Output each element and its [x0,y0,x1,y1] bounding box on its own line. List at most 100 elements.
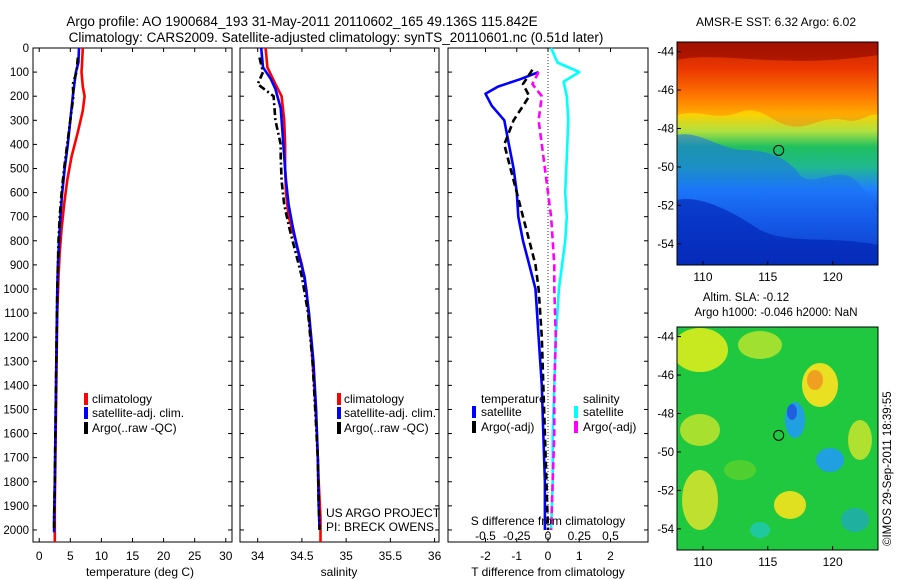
map-x-tick-label: 110 [693,270,712,284]
map-y-tick-label: -48 [657,409,674,421]
legend-swatch-satellite [84,407,88,419]
depth-tick-label: 1400 [3,380,29,392]
depth-tick-label: 500 [10,163,29,175]
sst-map-image [677,42,878,265]
sla-map-title-line1: Altim. SLA: -0.12 [703,292,789,304]
salinity-panel: 34 34.5 35 35.5 36 climatology satellite-adj… [239,47,442,579]
sla-map-panel: Altim. SLA: -0.12 Argo h1000: -0.046 h20… [657,292,879,569]
x-tick-label: 34.5 [290,549,314,563]
x-tick-label: 34 [251,549,265,563]
salinity-x-label: salinity [321,565,358,579]
difference-panel: -2 -0.5 -1 -0.25 0 0 1 0.25 2 0.5 temperature sat… [447,47,649,579]
depth-tick-label: 1200 [3,332,29,344]
legend-label-climatology: climatology [344,392,404,406]
salinity-legend: climatology satellite-adj. clim. Argo(..… [337,392,436,435]
legend-heading-temperature: temperature [481,392,546,406]
legend-label-s-argo: Argo(-adj) [583,420,636,434]
series-line-argo-raw-qc [52,57,80,530]
depth-tick-label: 900 [10,260,29,272]
depth-tick-label: 1900 [3,501,29,513]
x-tick-label: -2 [480,549,491,563]
legend-swatch-argo [337,422,341,434]
temperature-legend: climatology satellite-adj. clim. Argo(..… [84,392,184,435]
difference-legend: temperature satellite Argo(-adj) salinit… [472,392,636,434]
figure-title-line2: Climatology: CARS2009. Satellite-adjuste… [69,30,604,45]
imos-credit: ©IMOS 29-Sep-2011 18:39:55 [882,391,894,546]
salinity-plot-frame [239,47,440,543]
map-y-tick-label: -46 [657,370,674,382]
depth-tick-label: 0 [23,43,29,55]
legend-label-satellite: satellite-adj. clim. [92,406,184,420]
x-tick-label: 5 [67,549,74,563]
series-line-satellite-adj-clim [259,47,321,531]
legend-heading-salinity: salinity [583,392,620,406]
legend-label-t-satellite: satellite [481,405,522,419]
x-tick-label: 2 [607,549,614,563]
depth-tick-label: 600 [10,188,29,200]
map-y-tick-label: -50 [657,162,674,174]
legend-swatch-t-argo [472,421,476,433]
legend-swatch-s-satellite [574,406,578,418]
depth-tick-label: 400 [10,139,29,151]
x-tick-label: 35.5 [379,549,403,563]
s-diff-tick-label: 0 [545,529,552,543]
legend-label-satellite: satellite-adj. clim. [344,406,436,420]
x-tick-label: 20 [157,549,171,563]
x-tick-label: 36 [428,549,442,563]
x-tick-label: 1 [576,549,583,563]
sla-map-image [677,327,878,550]
legend-label-t-argo: Argo(-adj) [481,420,534,434]
argo-float-marker [773,144,785,156]
s-diff-tick-label: 0.25 [568,529,592,543]
x-tick-label: -1 [511,549,522,563]
salinity-depth-ticks [240,47,439,531]
series-line-satellite [484,70,547,530]
depth-tick-label: 700 [10,212,29,224]
legend-swatch-s-argo [574,421,578,433]
map-x-tick-label: 120 [823,270,843,284]
sst-map-axes: 110 115 120 -44 -46 -48 -50 -52 -54 [657,47,843,284]
map-y-tick-label: -44 [657,332,674,344]
legend-swatch-t-satellite [472,406,476,418]
depth-tick-label: 1100 [4,308,29,320]
depth-tick-label: 1300 [3,356,29,368]
s-diff-tick-label: -0.25 [503,529,531,543]
sla-map-axes: 110 115 120 -44 -46 -48 -50 -52 -54 [657,332,843,569]
argo-float-marker [773,429,785,441]
depth-tick-label: 1700 [3,453,29,465]
salinity-x-axis: 34 34.5 35 35.5 36 [251,48,442,563]
s-diff-tick-label: 0.5 [602,529,619,543]
x-tick-label: 30 [219,549,233,563]
depth-axis: 0 100 200 300 400 500 600 700 800 900 1000 1100 1200… [3,43,232,537]
temperature-x-axis: 0 5 10 15 20 25 30 [36,48,233,563]
series-line-argo-raw-qc [256,57,321,531]
x-tick-label: 0 [545,549,552,563]
s-diff-tick-label: -0.5 [475,529,496,543]
sst-map-frame [676,41,879,266]
depth-tick-label: 1800 [3,477,29,489]
difference-depth-ticks [448,47,648,531]
depth-tick-label: 300 [10,115,29,127]
map-y-tick-label: -54 [657,524,674,536]
depth-tick-label: 1500 [3,404,29,416]
depth-tick-label: 100 [10,67,29,79]
legend-label-argo: Argo(..raw -QC) [344,421,429,435]
x-tick-label: 10 [95,549,109,563]
x-tick-label: 0 [36,549,43,563]
series-line-argo-adj [531,71,558,531]
legend-label-s-satellite: satellite [583,405,624,419]
map-y-tick-label: -44 [657,47,674,59]
figure-title-line1: Argo profile: AO 1900684_193 31-May-2011… [66,14,537,29]
sst-map-title: AMSR-E SST: 6.32 Argo: 6.02 [696,15,856,29]
x-tick-label: 15 [126,549,140,563]
sst-map-panel: AMSR-E SST: 6.32 Argo: 6.02 110 115 120 -44… [657,15,879,284]
map-x-tick-label: 115 [758,555,777,569]
map-y-tick-label: -46 [657,85,674,97]
x-tick-label: 25 [188,549,202,563]
t-difference-label: T difference from climatology [471,565,625,579]
x-tick-label: 35 [339,549,353,563]
depth-tick-label: 800 [10,236,29,248]
difference-series [484,47,581,531]
legend-swatch-climatology [84,393,88,405]
legend-label-climatology: climatology [92,392,152,406]
